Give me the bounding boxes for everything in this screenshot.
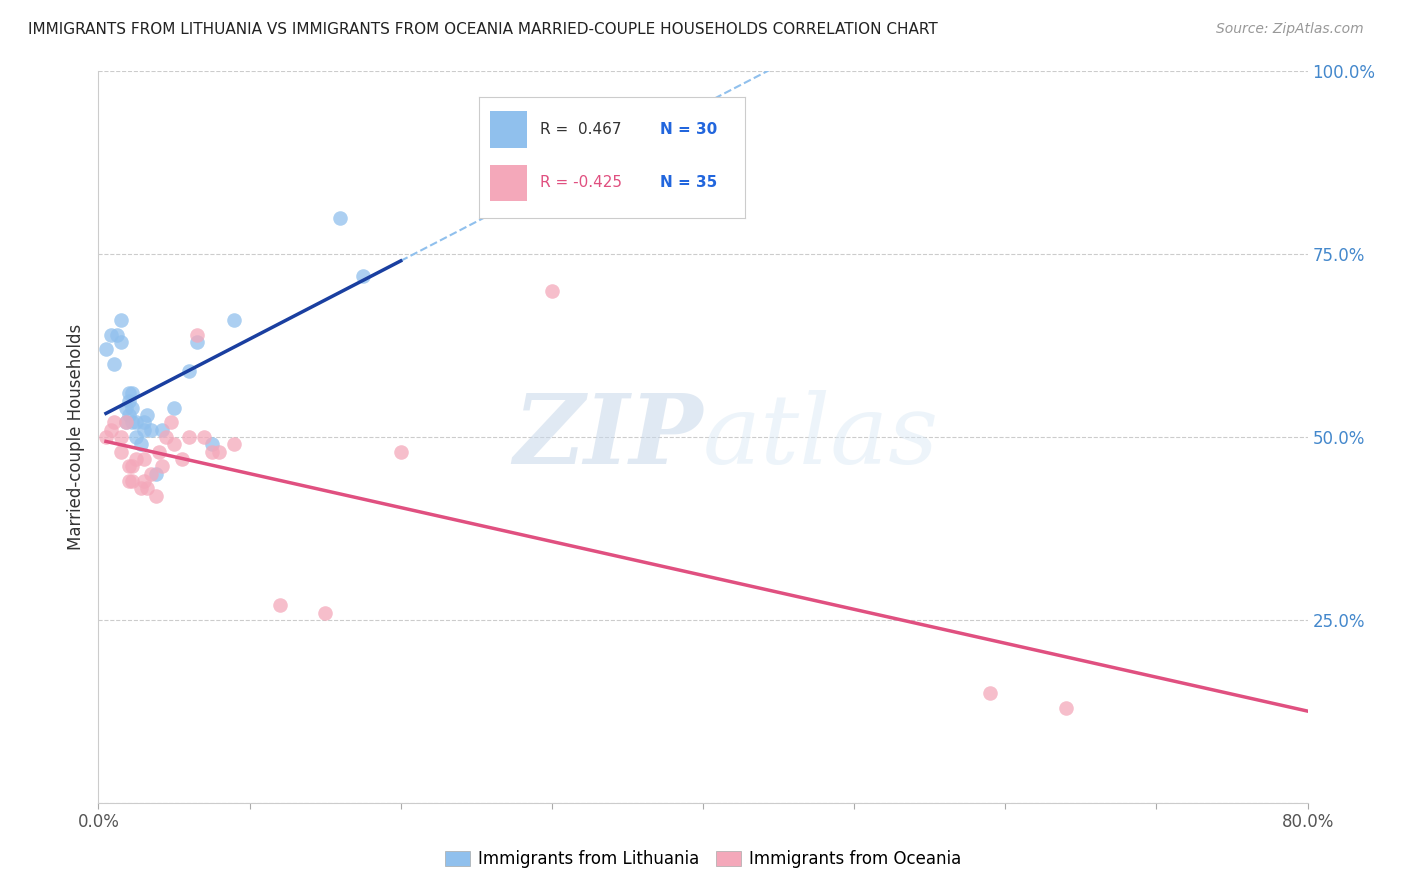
- Point: [179, 364, 201, 378]
- Point: [114, 416, 136, 430]
- Point: [1054, 700, 1077, 714]
- Point: [103, 416, 125, 430]
- Point: [179, 430, 201, 444]
- Point: [135, 408, 157, 422]
- Point: [94, 430, 117, 444]
- Point: [224, 313, 246, 327]
- Point: [163, 401, 186, 415]
- Point: [352, 269, 374, 284]
- Point: [170, 452, 193, 467]
- Point: [132, 452, 155, 467]
- Point: [540, 284, 562, 298]
- Point: [118, 474, 141, 488]
- Point: [145, 489, 167, 503]
- Point: [121, 401, 143, 415]
- Text: IMMIGRANTS FROM LITHUANIA VS IMMIGRANTS FROM OCEANIA MARRIED-COUPLE HOUSEHOLDS C: IMMIGRANTS FROM LITHUANIA VS IMMIGRANTS …: [28, 22, 938, 37]
- Point: [129, 437, 152, 451]
- Point: [118, 459, 141, 474]
- Point: [269, 599, 291, 613]
- Point: [105, 327, 128, 342]
- Point: [186, 327, 208, 342]
- Legend: Immigrants from Lithuania, Immigrants from Oceania: Immigrants from Lithuania, Immigrants fr…: [437, 844, 969, 875]
- Point: [94, 343, 117, 357]
- Point: [129, 481, 152, 495]
- Point: [160, 416, 183, 430]
- Point: [132, 416, 155, 430]
- Point: [141, 467, 163, 481]
- Point: [135, 481, 157, 495]
- Point: [389, 444, 412, 458]
- Point: [193, 430, 215, 444]
- Point: [100, 423, 122, 437]
- Point: [121, 474, 143, 488]
- Point: [114, 401, 136, 415]
- Point: [110, 313, 132, 327]
- Point: [132, 423, 155, 437]
- Point: [314, 606, 336, 620]
- Point: [118, 393, 141, 408]
- Point: [141, 423, 163, 437]
- Point: [186, 334, 208, 349]
- Point: [224, 437, 246, 451]
- Point: [132, 474, 155, 488]
- Point: [329, 211, 352, 225]
- Point: [163, 437, 186, 451]
- Point: [125, 416, 148, 430]
- Point: [103, 357, 125, 371]
- Point: [121, 386, 143, 401]
- Text: atlas: atlas: [703, 390, 939, 484]
- Point: [201, 437, 224, 451]
- Text: Source: ZipAtlas.com: Source: ZipAtlas.com: [1216, 22, 1364, 37]
- Point: [110, 430, 132, 444]
- Point: [110, 334, 132, 349]
- Text: ZIP: ZIP: [513, 390, 703, 484]
- Point: [100, 327, 122, 342]
- Point: [118, 386, 141, 401]
- Point: [125, 452, 148, 467]
- Point: [118, 408, 141, 422]
- Point: [145, 467, 167, 481]
- Point: [150, 459, 173, 474]
- Y-axis label: Married-couple Households: Married-couple Households: [66, 324, 84, 550]
- Point: [110, 444, 132, 458]
- Point: [155, 430, 177, 444]
- Point: [208, 444, 231, 458]
- Point: [201, 444, 224, 458]
- Point: [979, 686, 1001, 700]
- Point: [150, 423, 173, 437]
- Point: [121, 459, 143, 474]
- Point: [125, 430, 148, 444]
- Point: [148, 444, 170, 458]
- Point: [121, 416, 143, 430]
- Point: [114, 416, 136, 430]
